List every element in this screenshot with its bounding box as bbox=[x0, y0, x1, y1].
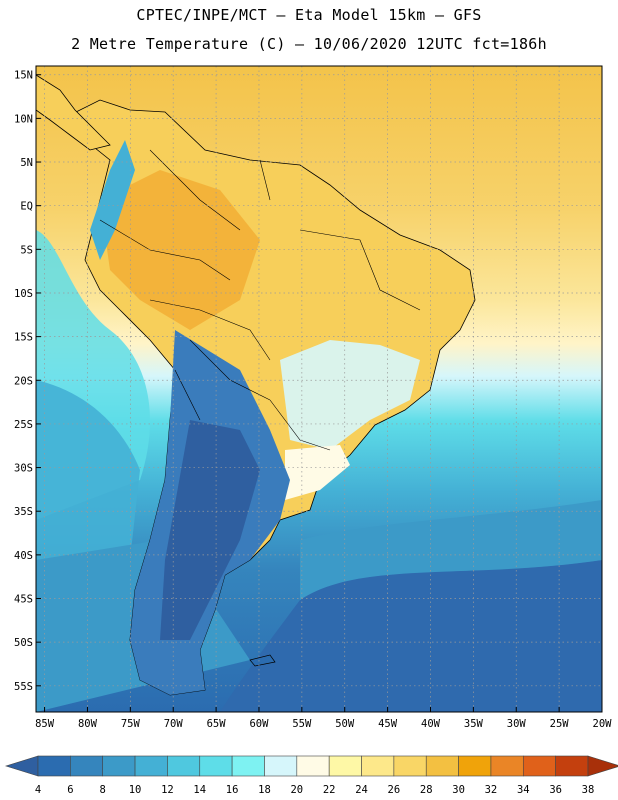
colorbar-label: 30 bbox=[452, 784, 465, 796]
colorbar-min-arrow bbox=[4, 755, 39, 777]
colorbar-swatch bbox=[37, 755, 71, 777]
lon-label: 85W bbox=[35, 718, 55, 730]
lat-label: 15S bbox=[14, 332, 33, 344]
lon-label: 40W bbox=[421, 718, 441, 730]
chart-title-line2: 2 Metre Temperature (C) – 10/06/2020 12U… bbox=[71, 35, 547, 53]
southeast-brazil-cool bbox=[280, 340, 420, 450]
south-atlantic-cold-field bbox=[220, 560, 602, 712]
colorbar-max-arrow bbox=[587, 755, 618, 777]
chart-title-line1: CPTEC/INPE/MCT – Eta Model 15km – GFS bbox=[136, 6, 482, 24]
lat-label: 15N bbox=[14, 70, 33, 82]
lat-label: 35S bbox=[14, 506, 33, 518]
lat-label: 50S bbox=[14, 637, 33, 649]
colorbar-swatch bbox=[134, 755, 168, 777]
lat-label: 10N bbox=[14, 113, 33, 125]
colorbar-label: 36 bbox=[549, 784, 562, 796]
colorbar-label: 20 bbox=[290, 784, 303, 796]
colorbar-swatch bbox=[199, 755, 233, 777]
latitude-labels: 15N 10N 5N EQ 5S 10S 15S 20S 25S 30S 35S 40S 45S 50S 5… bbox=[14, 70, 33, 693]
lon-label: 25W bbox=[550, 718, 570, 730]
patagonia-cold-core bbox=[160, 420, 260, 640]
colorbar-label: 18 bbox=[258, 784, 271, 796]
lon-label: 35W bbox=[464, 718, 484, 730]
lon-label: 65W bbox=[207, 718, 227, 730]
pacific-cold-band bbox=[36, 380, 140, 560]
colorbar-swatch bbox=[328, 755, 362, 777]
colorbar-swatch bbox=[458, 755, 492, 777]
map-gridlines bbox=[36, 66, 603, 712]
colorbar-labels: 4 6 8 10 12 14 16 18 20 22 24 26 28 30 32 34 36 38 bbox=[35, 784, 594, 796]
colorbar-label: 28 bbox=[420, 784, 433, 796]
colorbar-swatch bbox=[102, 755, 136, 777]
lat-label: 10S bbox=[14, 288, 33, 300]
colorbar-swatch bbox=[522, 755, 556, 777]
colorbar-swatch bbox=[425, 755, 459, 777]
colorbar-label: 32 bbox=[485, 784, 498, 796]
colorbar-label: 16 bbox=[226, 784, 239, 796]
lon-label: 75W bbox=[121, 718, 141, 730]
colorbar-swatch bbox=[231, 755, 265, 777]
colorbar-label: 6 bbox=[67, 784, 73, 796]
colorbar-swatch bbox=[296, 755, 330, 777]
lat-label: 45S bbox=[14, 594, 33, 606]
colorbar-label: 38 bbox=[582, 784, 595, 796]
colorbar-label: 22 bbox=[323, 784, 336, 796]
colorbar-swatch bbox=[70, 755, 104, 777]
colorbar-swatch bbox=[361, 755, 395, 777]
colorbar-label: 26 bbox=[388, 784, 401, 796]
amazon-warm-region bbox=[100, 170, 260, 330]
lat-label: 40S bbox=[14, 550, 33, 562]
longitude-labels: 85W 80W 75W 70W 65W 60W 55W 50W 45W 40W 35W 30W 25W 2… bbox=[35, 718, 612, 730]
colorbar-swatch bbox=[264, 755, 298, 777]
colorbar-label: 8 bbox=[100, 784, 106, 796]
lat-label: 5S bbox=[20, 244, 33, 256]
colorbar-swatches bbox=[4, 755, 618, 777]
lon-label: 45W bbox=[378, 718, 398, 730]
falkland-islands bbox=[249, 654, 276, 667]
lat-label: 30S bbox=[14, 463, 33, 475]
colorbar-label: 10 bbox=[129, 784, 142, 796]
lon-label: 20W bbox=[593, 718, 613, 730]
south-atlantic-mid-field bbox=[300, 500, 602, 600]
lon-label: 60W bbox=[249, 718, 269, 730]
lat-label: 55S bbox=[14, 681, 33, 693]
lon-label: 55W bbox=[292, 718, 312, 730]
uruguay-field bbox=[285, 445, 350, 500]
colorbar-label: 12 bbox=[161, 784, 174, 796]
colorbar-label: 34 bbox=[517, 784, 530, 796]
map-field bbox=[36, 66, 602, 712]
lat-label: 5N bbox=[20, 157, 33, 169]
central-america bbox=[36, 74, 111, 151]
lat-label: 20S bbox=[14, 375, 33, 387]
colorbar-label: 24 bbox=[355, 784, 368, 796]
colorbar: 4 6 8 10 12 14 16 18 20 22 24 26 28 30 32 34 36 38 bbox=[4, 755, 618, 796]
country-borders bbox=[99, 149, 421, 451]
colorbar-label: 4 bbox=[35, 784, 41, 796]
lat-label: 25S bbox=[14, 419, 33, 431]
colorbar-swatch bbox=[555, 755, 589, 777]
andes-north-cold bbox=[90, 140, 135, 260]
map-frame bbox=[35, 65, 603, 713]
colorbar-label: 14 bbox=[193, 784, 206, 796]
colorbar-swatch bbox=[167, 755, 201, 777]
lon-label: 80W bbox=[78, 718, 98, 730]
colorbar-swatch bbox=[490, 755, 524, 777]
lon-label: 70W bbox=[164, 718, 184, 730]
colorbar-swatch bbox=[393, 755, 427, 777]
lon-label: 50W bbox=[335, 718, 355, 730]
lon-label: 30W bbox=[507, 718, 527, 730]
lat-label: EQ bbox=[20, 201, 33, 213]
